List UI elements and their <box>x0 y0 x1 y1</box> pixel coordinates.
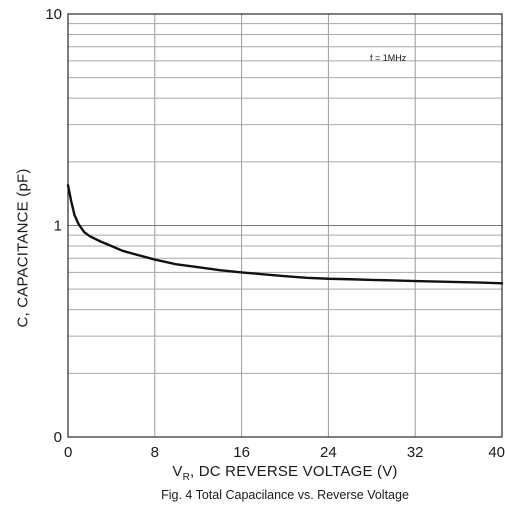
y-axis-label: C, CAPACITANCE (pF) <box>14 168 32 328</box>
x-tick-label: 32 <box>407 444 424 461</box>
figure-caption: Fig. 4 Total Capacilance vs. Reverse Vol… <box>161 488 409 502</box>
frequency-annotation: f = 1MHz <box>370 53 407 63</box>
y-tick-label: 10 <box>45 6 62 23</box>
grid-lines <box>67 14 503 437</box>
plot-frame <box>67 13 503 438</box>
y-tick-label: 1 <box>54 218 62 235</box>
x-tick-label: 24 <box>320 444 337 461</box>
tick-labels: 0 8 16 24 32 40 0 1 10 <box>45 6 505 461</box>
x-tick-label: 40 <box>488 444 505 461</box>
x-tick-label: 8 <box>151 444 159 461</box>
x-tick-label: 0 <box>64 444 72 461</box>
x-tick-label: 16 <box>233 444 250 461</box>
x-axis-label: VR, DC REVERSE VOLTAGE (V) <box>172 463 398 483</box>
y-tick-label: 0 <box>54 429 62 446</box>
capacitance-curve <box>66 184 504 285</box>
